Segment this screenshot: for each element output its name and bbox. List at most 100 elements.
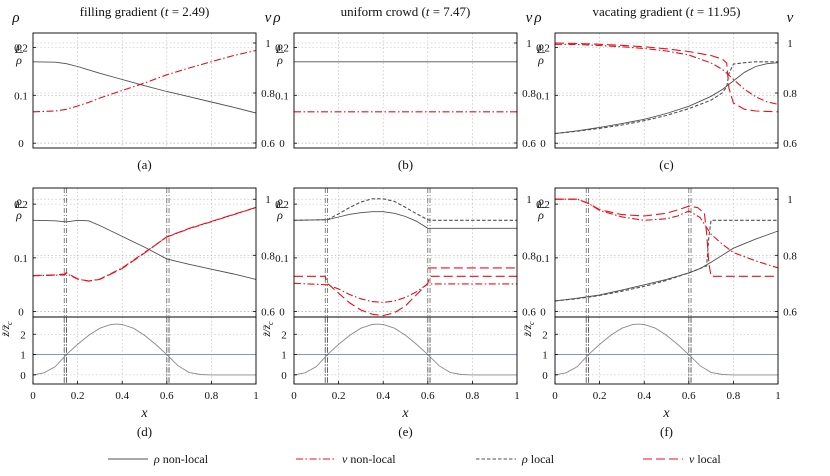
rho-tick-label: 0 [540, 138, 546, 150]
v-tick-label: 0.6 [522, 138, 536, 150]
rho-bar-label: ρ [276, 194, 283, 208]
x-tick-label: 1 [514, 390, 520, 402]
rho-tick-label: 0.1 [536, 90, 550, 102]
v-axis-label: v [265, 10, 272, 26]
rho-tick-label: 0 [18, 138, 24, 150]
rho-tick-label: 0.2 [14, 199, 28, 211]
panel-label: (c) [659, 157, 673, 172]
v-tick-label: 0.6 [783, 306, 797, 318]
rho-tick-label: 0.1 [536, 253, 550, 265]
legend-item-2: v non-local [296, 452, 396, 466]
rho-tick-label: 0 [540, 307, 546, 319]
series-v-non-local [32, 49, 257, 113]
x-tick-label: 0.8 [727, 390, 741, 402]
x-tick-label: 0.2 [71, 390, 85, 402]
v-axis-label: v [526, 10, 533, 26]
x-tick-label: 0.4 [115, 390, 129, 402]
rho-tick-label: 0.2 [275, 199, 289, 211]
z-tick-label: 1 [542, 350, 548, 362]
rho-axis-label: ρ [272, 10, 280, 26]
panel-title: filling gradient (t = 2.49) [80, 4, 210, 19]
z-tick-label: 1 [281, 350, 287, 362]
z-subpanel: 0 1 2 z̃/z̃c 0 0.2 0.4 0.6 0.8 1 x [0, 316, 259, 421]
series-v-local [32, 206, 257, 282]
z-subpanel: 0 1 2 z̃/z̃c 0 0.2 0.4 0.6 0.8 1 x [522, 316, 781, 421]
rho-tick-label: 0 [279, 307, 285, 319]
rho-tick-label: 0.2 [275, 42, 289, 54]
v-tick-label: 0.6 [261, 138, 275, 150]
series-v-local [294, 275, 517, 317]
rho-bar-label: ρ [537, 194, 544, 208]
rho-tick-label: 0.1 [14, 90, 28, 102]
x-axis-label: x [401, 406, 409, 421]
x-tick-label: 0.6 [160, 390, 174, 402]
z-tick-label: 0 [20, 370, 26, 382]
legend-label: ρ non-local [153, 452, 209, 466]
rho-tick-label: 0.1 [275, 90, 289, 102]
x-tick-label: 1 [253, 390, 259, 402]
x-tick-label: 0 [30, 390, 36, 402]
x-tick-label: 0.8 [466, 390, 480, 402]
v-tick-label: 1 [526, 38, 532, 50]
v-axis-label: v [787, 10, 794, 26]
series--non-local [32, 219, 257, 280]
x-axis-label: x [662, 406, 670, 421]
rho-bar-label: ρ [15, 39, 22, 53]
rho-tick-label: 0 [18, 307, 24, 319]
series-v-non-local [554, 43, 779, 105]
rho-tick-label: 0.2 [14, 42, 28, 54]
series-v-local [554, 42, 779, 113]
rho-axis-label: ρ [533, 10, 541, 26]
series-v-non-local [555, 198, 779, 269]
v-tick-label: 0.6 [261, 306, 275, 318]
rho-bar-label: ρ [276, 39, 283, 53]
rho-bar-label: ρ [15, 194, 22, 208]
v-tick-label: 0.8 [261, 250, 275, 262]
rho-bar-denominator: ρ [537, 53, 544, 67]
z-tick-label: 2 [281, 329, 287, 341]
z-tick-label: 2 [20, 329, 26, 341]
z-curve [32, 323, 256, 376]
series--local [554, 61, 778, 135]
axes-frame [32, 32, 257, 149]
v-tick-label: 0.8 [783, 250, 797, 262]
series--local [293, 198, 517, 221]
axes-frame [293, 32, 518, 149]
legend: ρ non-local v non-local ρ local v local [108, 452, 721, 466]
x-tick-label: 0.6 [682, 390, 696, 402]
series-v-non-local [293, 282, 517, 303]
rho-bar-denominator: ρ [537, 208, 544, 222]
rho-tick-label: 0.1 [14, 253, 28, 265]
x-tick-label: 0.4 [637, 390, 651, 402]
v-tick-label: 0.8 [522, 88, 536, 100]
rho-bar-denominator: ρ [15, 53, 22, 67]
z-subpanel: 0 1 2 z̃/z̃c 0 0.2 0.4 0.6 0.8 1 x [261, 316, 520, 421]
panel-label: (f) [660, 424, 673, 439]
v-tick-label: 0.8 [783, 88, 797, 100]
v-tick-label: 1 [526, 194, 532, 206]
axes-frame [32, 316, 257, 385]
x-axis-label: x [140, 406, 148, 421]
axes-frame [293, 316, 518, 385]
x-tick-label: 0.2 [332, 390, 346, 402]
legend-label: v non-local [342, 452, 396, 466]
v-tick-label: 1 [787, 194, 793, 206]
v-tick-label: 0.8 [261, 88, 275, 100]
rho-axis-label: ρ [11, 10, 19, 26]
axes-frame [554, 32, 779, 149]
z-ratio-label: z̃/z̃c [261, 321, 275, 338]
x-tick-label: 0.4 [376, 390, 390, 402]
rho-bar-denominator: ρ [276, 53, 283, 67]
x-tick-label: 0.6 [421, 390, 435, 402]
legend-item-1: ρ non-local [108, 452, 209, 466]
v-tick-label: 0.8 [522, 250, 536, 262]
x-tick-label: 1 [775, 390, 781, 402]
z-curve [554, 323, 778, 376]
v-tick-label: 1 [265, 194, 271, 206]
panel-title: vacating gradient (t = 11.95) [592, 4, 740, 19]
